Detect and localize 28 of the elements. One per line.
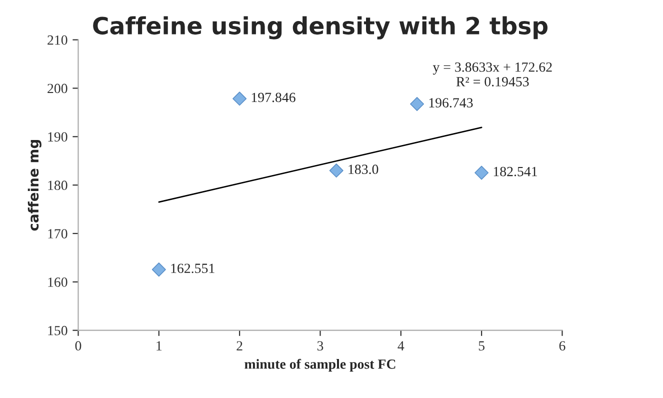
x-tick-label: 1 bbox=[156, 341, 162, 350]
point bbox=[152, 262, 166, 277]
point bbox=[410, 96, 424, 112]
x-tick-label: 3 bbox=[317, 341, 324, 351]
x-tick-label: 2 bbox=[236, 341, 242, 350]
y-tick-label: 180 bbox=[48, 180, 68, 190]
data-label: 196.743 bbox=[429, 98, 473, 108]
x-tick-label: 5 bbox=[478, 341, 484, 351]
x-tick-label: 0 bbox=[75, 341, 82, 351]
chart-title: Caffeine using density with 2 tbsp bbox=[93, 16, 548, 40]
data-label: 162.551 bbox=[171, 264, 214, 274]
data-label: 182.541 bbox=[494, 166, 537, 176]
point bbox=[329, 164, 344, 178]
x-axis-title: minute of sample post FC bbox=[244, 358, 396, 372]
annotation: y = 3.8633x + 172.62 R² = 0.19453 bbox=[432, 62, 552, 86]
x-tick-label: 6 bbox=[559, 341, 566, 351]
y-tick-label: 200 bbox=[48, 84, 68, 94]
y-tick-label: 190 bbox=[48, 132, 68, 142]
point bbox=[474, 166, 489, 180]
y-tick-label: 150 bbox=[48, 326, 68, 336]
x-tick-label: 4 bbox=[398, 341, 404, 350]
point bbox=[232, 92, 247, 106]
y-axis-title: caffeine mg bbox=[28, 140, 42, 231]
data-label: 183.0 bbox=[348, 164, 378, 174]
y-tick-label: 210 bbox=[48, 35, 68, 45]
y-tick-label: 160 bbox=[48, 278, 68, 287]
y-tick-label: 170 bbox=[48, 229, 68, 238]
data-label: 197.846 bbox=[252, 92, 296, 102]
